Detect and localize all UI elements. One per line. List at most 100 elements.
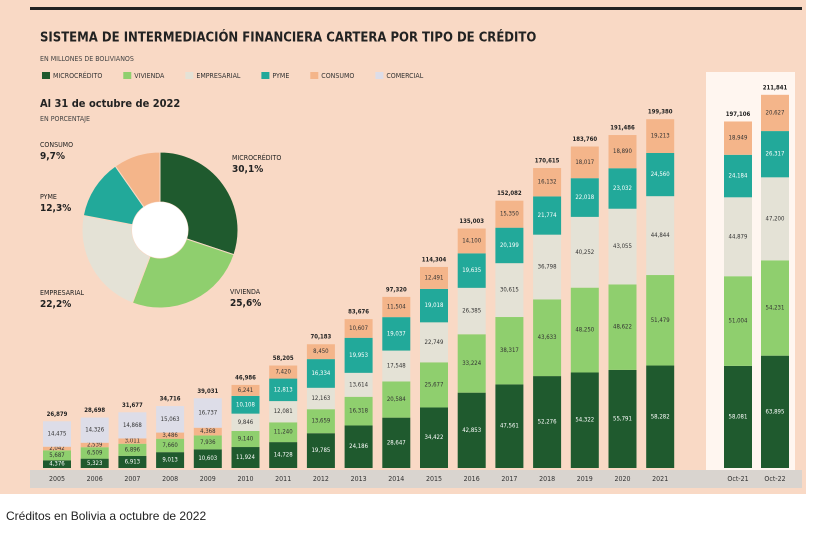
top-rule: [30, 7, 802, 10]
chart-subtitle: EN MILLONES DE BOLIVIANOS: [40, 55, 134, 63]
pie-category: MICROCRÉDITO: [232, 153, 281, 162]
bar-segment: [533, 168, 562, 197]
bar-segment: [570, 216, 599, 288]
data-label: 19,635: [462, 267, 481, 274]
total-label: 135,003: [459, 218, 484, 225]
pie-value: 22,2%: [40, 299, 71, 310]
bar-segment: [156, 432, 185, 439]
data-label: 5,687: [49, 452, 64, 459]
data-label: 23,032: [613, 185, 632, 192]
pie-subtitle: EN PORCENTAJE: [40, 115, 90, 123]
bar-segment: [231, 395, 260, 414]
legend-swatch: [42, 72, 50, 79]
data-label: 15,350: [500, 211, 519, 218]
x-tick-label: 2019: [577, 475, 593, 483]
x-tick-label: Oct-21: [727, 475, 748, 483]
data-label: 26,317: [766, 151, 785, 158]
bar-segment: [457, 228, 486, 254]
bar-segment: [570, 372, 599, 468]
bar-segment: [457, 334, 486, 393]
data-label: 12,163: [311, 395, 330, 402]
data-label: 63,895: [766, 408, 785, 415]
data-label: 34,422: [425, 434, 444, 441]
data-label: 43,633: [538, 334, 557, 341]
data-label: 14,728: [274, 452, 293, 459]
data-label: 48,622: [613, 324, 632, 331]
bar-segment: [570, 178, 599, 217]
legend-label: VIVIENDA: [134, 72, 165, 80]
bar-segment: [231, 447, 260, 468]
bar-segment: [382, 296, 411, 318]
legend-swatch: [310, 72, 319, 79]
data-label: 44,879: [729, 233, 748, 240]
data-label: 11,504: [387, 304, 406, 311]
bar-segment: [457, 392, 486, 468]
total-label: 28,698: [84, 407, 105, 414]
data-label: 54,322: [575, 417, 594, 424]
bar-segment: [118, 412, 147, 439]
bar-segment: [761, 355, 789, 468]
x-tick-label: 2020: [614, 475, 630, 483]
bar-segment: [646, 119, 675, 154]
data-label: 13,614: [349, 381, 368, 388]
bar-segment: [724, 276, 752, 366]
bar-segment: [382, 417, 411, 468]
x-tick-label: 2014: [388, 475, 404, 483]
x-tick-label: 2015: [426, 475, 442, 483]
bar-segment: [306, 344, 335, 360]
data-label: 10,603: [198, 455, 217, 462]
x-tick-label: 2007: [124, 475, 140, 483]
total-label: 199,380: [648, 109, 673, 116]
data-label: 17,548: [387, 363, 406, 370]
data-label: 14,100: [462, 237, 481, 244]
bar-segment: [193, 435, 222, 450]
bar-segment: [608, 369, 637, 468]
bar-segment: [724, 121, 752, 155]
bar-segment: [420, 407, 448, 468]
bar-segment: [344, 319, 373, 338]
total-label: 197,106: [726, 111, 751, 118]
bar-segment: [156, 438, 185, 453]
data-label: 24,560: [651, 171, 670, 178]
bar-segment: [269, 401, 298, 423]
legend-label: MICROCRÉDITO: [53, 71, 102, 80]
data-label: 21,774: [538, 212, 557, 219]
bar-segment: [646, 365, 675, 468]
data-label: 47,200: [766, 215, 785, 222]
bar-segment: [231, 413, 260, 431]
data-label: 38,317: [500, 347, 519, 354]
pie-hole: [132, 202, 188, 258]
pie-category: VIVIENDA: [230, 288, 261, 296]
data-label: 24,186: [349, 443, 368, 450]
axis-strip: [30, 470, 802, 488]
pie-category: PYME: [40, 193, 57, 201]
data-label: 36,798: [538, 264, 557, 271]
data-label: 16,334: [311, 370, 330, 377]
bar-segment: [420, 288, 448, 323]
pie-category: CONSUMO: [40, 141, 73, 149]
legend-label: PYME: [272, 72, 289, 80]
data-label: 20,199: [500, 242, 519, 249]
bar-segment: [382, 317, 411, 351]
pie-title: Al 31 de octubre de 2022: [40, 97, 180, 110]
bar-segment: [570, 287, 599, 373]
data-label: 14,868: [123, 422, 142, 429]
bar-segment: [269, 378, 298, 402]
bar-segment: [80, 417, 109, 443]
x-tick-label: 2018: [539, 475, 555, 483]
x-tick-label: 2009: [200, 475, 216, 483]
pie-value: 25,6%: [230, 298, 261, 309]
data-label: 9,846: [238, 419, 254, 426]
bar-segment: [495, 200, 524, 228]
pie-value: 30,1%: [232, 164, 263, 175]
bar-segment: [761, 260, 789, 356]
bar-segment: [570, 146, 599, 179]
data-label: 3,011: [125, 438, 140, 445]
chart-title: SISTEMA DE INTERMEDIACIÓN FINANCIERA CAR…: [40, 30, 536, 46]
bar-segment: [608, 284, 637, 370]
x-tick-label: 2005: [49, 475, 65, 483]
bar-segment: [269, 422, 298, 443]
data-label: 16,132: [538, 179, 557, 186]
data-label: 44,844: [651, 232, 670, 239]
data-label: 51,004: [729, 318, 748, 325]
